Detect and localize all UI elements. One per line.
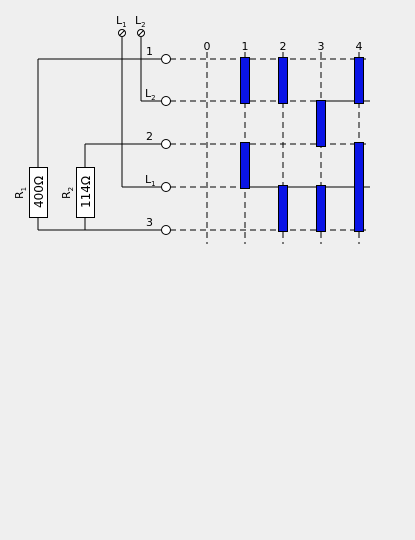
contact-pos2-rows4-5: [278, 185, 288, 232]
supply-terminals: [118, 29, 145, 37]
terminal-l2-label: L2: [135, 14, 146, 29]
row-terminals: [161, 54, 171, 235]
resistor-r1-value: 400Ω: [32, 176, 46, 208]
resistor-r2: 114Ω R2: [60, 167, 95, 218]
terminal-row-2: [161, 139, 171, 149]
contact-pos3-rows4-5: [316, 185, 326, 232]
row-label-l2: L2: [145, 87, 156, 102]
position-label-3: 3: [318, 40, 325, 53]
resistor-r2-value: 114Ω: [79, 176, 93, 208]
row-label-3: 3: [146, 216, 153, 229]
resistor-r1: 400Ω R1: [13, 167, 48, 218]
resistor-r2-label: R2: [60, 187, 75, 199]
contact-pos4-rows1-2: [354, 57, 364, 104]
contact-pos3-rows2-3: [316, 100, 326, 147]
terminal-row-3: [161, 225, 171, 235]
contact-pos2-rows1-2: [278, 57, 288, 104]
resistor-r1-label: R1: [13, 187, 28, 199]
position-label-0: 0: [204, 40, 211, 53]
track-lines: [170, 58, 370, 231]
row-label-l1: L1: [145, 173, 156, 188]
contact-pos1-rows1-2: [240, 57, 250, 104]
position-label-2: 2: [280, 40, 287, 53]
position-label-4: 4: [356, 40, 363, 53]
terminal-row-l2: [161, 96, 171, 106]
position-label-1: 1: [242, 40, 249, 53]
terminal-row-1: [161, 54, 171, 64]
contacts: [240, 57, 364, 232]
terminal-row-l1: [161, 182, 171, 192]
terminal-l1-label: L1: [116, 14, 127, 29]
row-label-1: 1: [146, 45, 153, 58]
contact-pos1-rows3-4: [240, 142, 250, 189]
contact-pos4-rows3-5: [354, 142, 364, 232]
row-label-2: 2: [146, 130, 153, 143]
wiring: [37, 37, 161, 231]
